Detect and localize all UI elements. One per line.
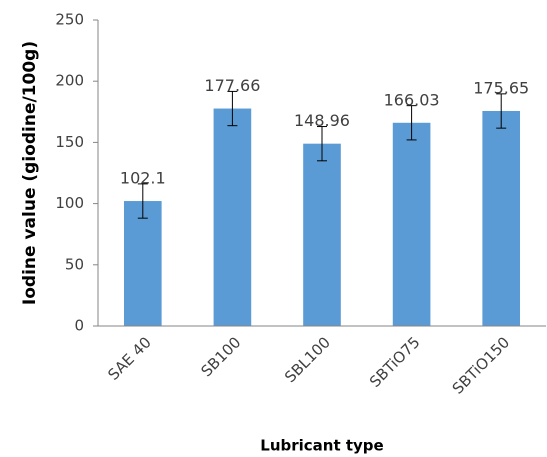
data-label: 175.65 <box>473 79 529 98</box>
y-axis-title: Iodine value (giodine/100g) <box>20 41 40 305</box>
x-tick-label: SAE 40 <box>104 333 154 383</box>
data-label: 148.96 <box>294 111 350 130</box>
y-tick-label: 200 <box>55 72 84 90</box>
y-tick-label: 100 <box>55 194 84 212</box>
bar <box>213 108 252 326</box>
bar <box>392 122 431 326</box>
data-label: 166.03 <box>384 90 440 109</box>
bar <box>303 143 341 326</box>
x-tick-label: SBL100 <box>281 333 334 386</box>
x-tick-label: SBTiO75 <box>366 333 424 391</box>
y-tick-label: 50 <box>65 255 84 273</box>
y-tick-label: 0 <box>74 317 84 335</box>
x-tick-label: SB100 <box>197 333 244 380</box>
y-tick-label: 150 <box>55 133 84 151</box>
bar <box>482 111 521 327</box>
x-tick-label: SBTiO150 <box>449 333 513 397</box>
data-label: 177.66 <box>204 76 260 95</box>
data-label: 102.1 <box>120 169 166 188</box>
y-tick-label: 250 <box>55 11 84 29</box>
x-axis-title: Lubricant type <box>260 437 383 455</box>
bar <box>123 201 162 326</box>
